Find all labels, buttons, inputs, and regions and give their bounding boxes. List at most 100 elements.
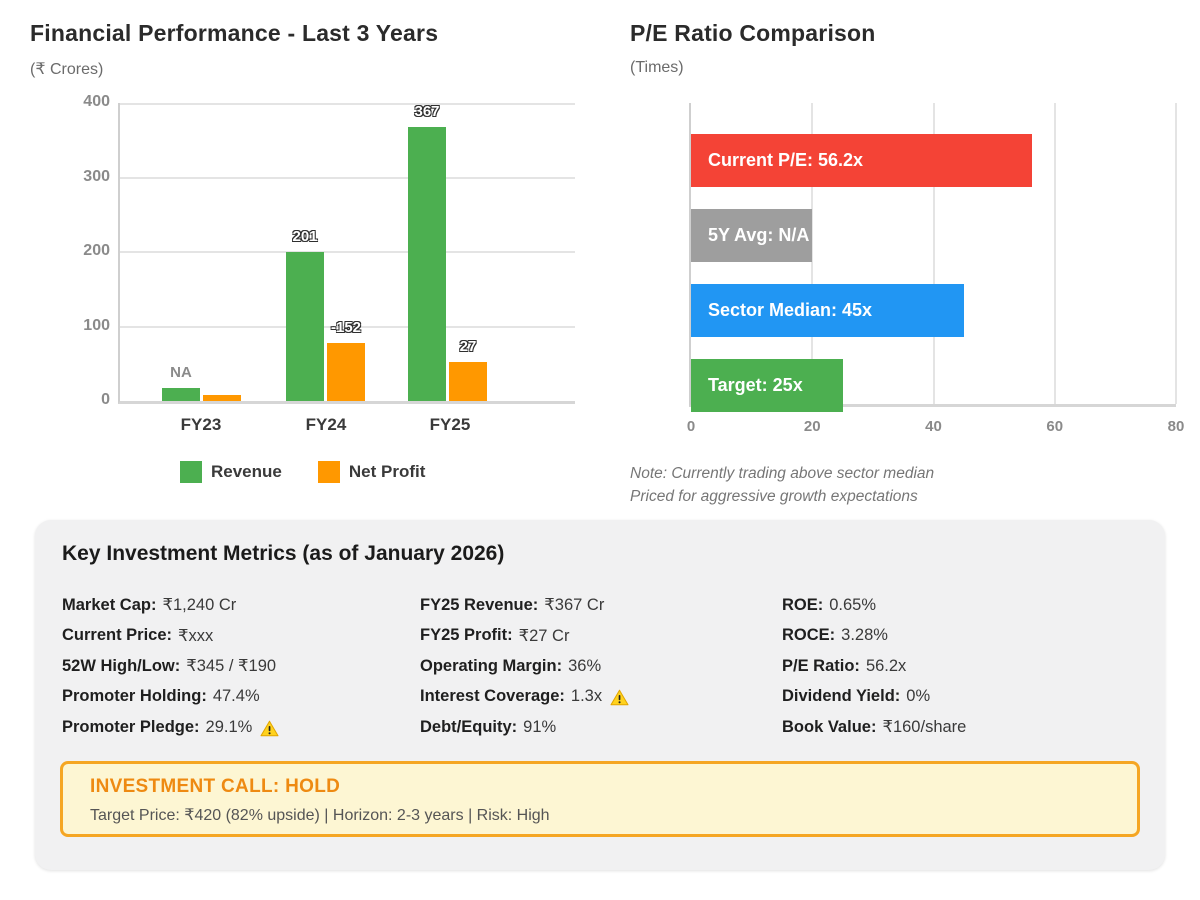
x-tick-label-80: 80 <box>1167 418 1185 435</box>
metric-value: 47.4% <box>212 687 260 706</box>
left-chart-subtitle: (₹ Crores) <box>30 61 104 78</box>
metric-label: 52W High/Low: <box>62 656 181 675</box>
right-plot-area: 0 20 40 60 80 Current P/E: 56.2x 5Y Avg: N/A Se… <box>687 103 1184 435</box>
bar-value-label: NA <box>170 363 192 381</box>
bar-net-profit-FY25 <box>449 362 487 401</box>
y-tick-label-100: 100 <box>83 316 110 334</box>
metric-value: 0.65% <box>829 595 877 614</box>
x-tick-label-60: 60 <box>1046 418 1064 435</box>
bar-net-profit-FY24 <box>327 342 365 401</box>
hbar-label: 5Y Avg: N/A <box>708 225 810 245</box>
note-line-1: Note: Currently trading above sector med… <box>630 465 935 482</box>
metric-label: FY25 Revenue: <box>420 595 539 614</box>
x-tick-label-FY23: FY23 <box>180 415 222 434</box>
left-chart-title: Financial Performance - Last 3 Years <box>30 20 439 46</box>
hbar-label: Sector Median: 45x <box>708 300 873 320</box>
metric-value: 91% <box>523 717 557 736</box>
legend-label: Net Profit <box>348 462 426 481</box>
legend-swatch-icon <box>180 461 202 483</box>
gridline-y-100 <box>120 325 575 328</box>
metric-value: 56.2x <box>865 656 907 675</box>
metric-value: ₹1,240 Cr <box>162 596 237 615</box>
gridline-y-200 <box>120 251 575 253</box>
legend-swatch-icon <box>317 461 340 483</box>
bar-value-label: 367 <box>414 102 440 120</box>
metric-row: Dividend Yield: 0% <box>782 682 966 713</box>
metric-row: Promoter Pledge: 29.1% <box>62 712 279 743</box>
bar-value-label: -152 <box>330 318 362 336</box>
legend-item-revenue: Revenue <box>180 461 282 483</box>
x-tick-label-FY25: FY25 <box>429 415 471 434</box>
metric-label: ROE: <box>782 595 824 614</box>
metric-row: Current Price: ₹xxx <box>62 621 279 652</box>
metric-value: 3.28% <box>841 626 888 645</box>
metric-label: P/E Ratio: <box>782 656 860 675</box>
legend-label: Revenue <box>211 462 282 481</box>
gridline-y-400 <box>120 103 575 105</box>
gridline-x-40 <box>932 103 935 404</box>
hbar-2: 5Y Avg: N/A <box>691 209 813 262</box>
bar-value-label: 201 <box>292 228 318 245</box>
bar-net-profit-FY23 <box>203 395 241 401</box>
bar-revenue-FY25 <box>408 126 446 401</box>
investment-call-subtitle: Target Price: ₹420 (82% upside) | Horizo… <box>90 807 550 824</box>
metric-value: 29.1% <box>205 717 253 736</box>
metric-row: FY25 Revenue: ₹367 Cr <box>420 590 629 621</box>
y-tick-label-200: 200 <box>83 242 110 259</box>
pe-chart-note: Note: Currently trading above sector med… <box>630 463 934 508</box>
gridline-x-60 <box>1053 103 1056 404</box>
y-tick-label-400: 400 <box>83 93 110 110</box>
metric-value: 36% <box>568 656 602 675</box>
metric-value: ₹345 / ₹190 <box>186 657 277 676</box>
metric-label: Promoter Pledge: <box>62 717 200 736</box>
legend-item-net-profit: Net Profit <box>317 461 426 483</box>
metric-value: ₹xxx <box>178 626 214 645</box>
metric-label: Market Cap: <box>62 595 157 614</box>
metric-row: FY25 Profit: ₹27 Cr <box>420 621 629 652</box>
metric-label: Dividend Yield: <box>782 687 901 706</box>
metrics-column-2: FY25 Revenue: ₹367 Cr FY25 Profit: ₹27 Cr Op… <box>420 590 629 743</box>
metric-value: 1.3x <box>570 687 603 706</box>
metric-label: Book Value: <box>782 717 877 736</box>
metric-row: 52W High/Low: ₹345 / ₹190 <box>62 651 279 682</box>
metric-row: Debt/Equity: 91% <box>420 712 629 743</box>
metric-value: ₹160/share <box>882 718 967 737</box>
investment-call-box: INVESTMENT CALL: HOLD Target Price: ₹420… <box>60 761 1140 837</box>
metric-label: ROCE: <box>782 626 836 645</box>
metric-row: ROCE: 3.28% <box>782 621 966 652</box>
gridline-x-80 <box>1175 103 1177 404</box>
metric-row: P/E Ratio: 56.2x <box>782 651 966 682</box>
metric-row: Book Value: ₹160/share <box>782 712 966 743</box>
metric-value: ₹27 Cr <box>518 626 570 645</box>
x-tick-label-20: 20 <box>803 418 821 435</box>
metrics-heading: Key Investment Metrics (as of January 20… <box>62 542 505 565</box>
metric-label: Operating Margin: <box>420 656 563 675</box>
metric-row: Promoter Holding: 47.4% <box>62 682 279 713</box>
metric-label: Debt/Equity: <box>420 717 518 736</box>
metric-label: Promoter Holding: <box>62 687 207 706</box>
metric-row: Operating Margin: 36% <box>420 651 629 682</box>
gridline-x-20 <box>811 103 814 404</box>
hbar-4: Target: 25x <box>691 359 843 412</box>
y-tick-label-300: 300 <box>83 167 110 185</box>
bar-revenue-FY23 <box>162 387 200 401</box>
y-tick-label-0: 0 <box>101 391 110 408</box>
metric-label: Current Price: <box>62 626 173 645</box>
x-tick-label-FY24: FY24 <box>305 415 347 434</box>
metrics-column-3: ROE: 0.65% ROCE: 3.28% P/E Ratio: 56.2x Divide… <box>782 590 966 743</box>
investment-call-title: INVESTMENT CALL: HOLD <box>90 776 341 797</box>
left-plot-area: 0 100 200 300 400 NA FY23 201 -152 FY24 367 27 FY25 <box>83 93 575 434</box>
metric-label: FY25 Profit: <box>420 626 513 645</box>
note-line-2: Priced for aggressive growth expectation… <box>630 487 918 505</box>
warning-icon <box>260 720 279 737</box>
metric-row: Interest Coverage: 1.3x <box>420 682 629 713</box>
x-tick-label-40: 40 <box>925 418 942 435</box>
metric-value: 0% <box>906 687 931 706</box>
metric-row: Market Cap: ₹1,240 Cr <box>62 590 279 621</box>
right-chart-title: P/E Ratio Comparison <box>630 20 876 46</box>
hbar-3: Sector Median: 45x <box>691 284 964 337</box>
x-tick-label-0: 0 <box>686 418 696 435</box>
bar-revenue-FY24 <box>286 252 324 401</box>
metric-value: ₹367 Cr <box>544 596 605 615</box>
